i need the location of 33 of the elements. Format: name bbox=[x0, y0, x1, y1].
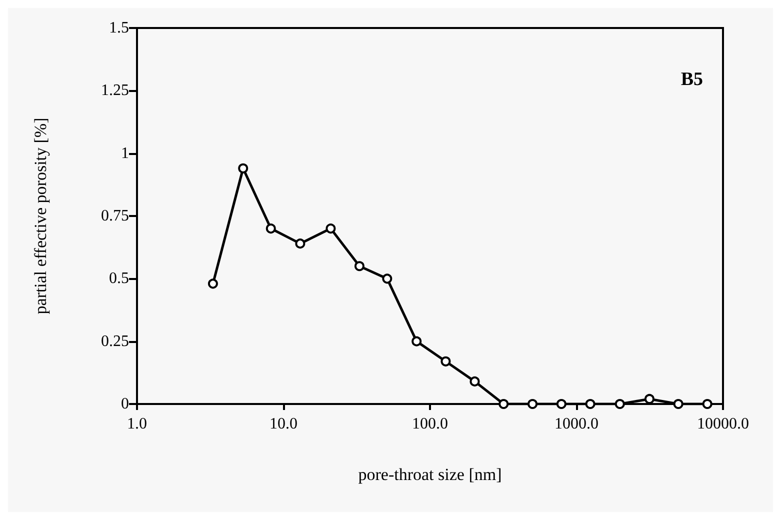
y-tick-label: 1 bbox=[121, 144, 129, 162]
point bbox=[470, 376, 480, 386]
point bbox=[440, 356, 451, 366]
annotation: B5 bbox=[680, 69, 704, 90]
y-tick-label: 0.75 bbox=[101, 208, 129, 224]
point bbox=[326, 224, 336, 234]
point bbox=[295, 238, 306, 249]
x-tick-label: 100.0 bbox=[412, 416, 448, 432]
x-tick-label: 10000.0 bbox=[697, 416, 749, 432]
y-tick-label: 1.25 bbox=[101, 82, 129, 100]
y-axis-title: partial effective porosity [%] bbox=[31, 118, 50, 314]
point bbox=[208, 278, 218, 289]
point bbox=[673, 399, 684, 409]
point bbox=[382, 274, 392, 284]
point bbox=[585, 399, 596, 409]
point bbox=[354, 261, 364, 272]
x-tick-label: 1.0 bbox=[127, 416, 147, 432]
point bbox=[528, 399, 538, 409]
point bbox=[614, 399, 625, 409]
x-tick-label: 1000.0 bbox=[554, 416, 598, 432]
y-tick-label: 1.5 bbox=[109, 20, 129, 36]
point bbox=[238, 163, 248, 174]
point bbox=[498, 399, 509, 409]
point bbox=[266, 224, 276, 234]
point bbox=[702, 399, 712, 409]
y-tick-label: 0.5 bbox=[109, 270, 129, 288]
point bbox=[412, 336, 422, 346]
y-tick-label: 0 bbox=[121, 396, 129, 412]
x-tick-label: 10.0 bbox=[270, 416, 298, 432]
y-tick-label: 0.25 bbox=[101, 332, 129, 350]
point bbox=[644, 394, 654, 404]
x-axis-title: pore-throat size [nm] bbox=[358, 465, 502, 484]
point bbox=[556, 399, 566, 409]
